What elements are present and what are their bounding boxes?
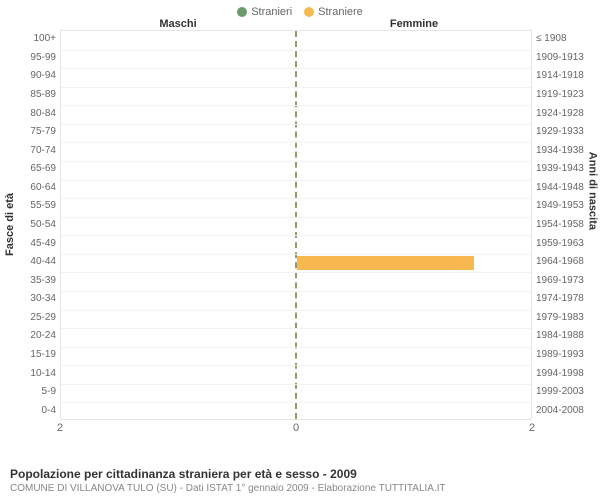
legend-label-male: Stranieri [251,6,292,18]
legend-label-female: Straniere [318,6,363,18]
footer-title: Popolazione per cittadinanza straniera p… [10,467,446,481]
birth-label: 1914-1918 [536,71,600,81]
column-headers: Maschi Femmine [0,18,600,30]
birth-label: 1909-1913 [536,53,600,63]
grid-row [61,217,531,218]
bar-female [297,256,474,270]
grid-row [61,198,531,199]
age-label: 55-59 [0,201,56,211]
age-label: 70-74 [0,146,56,156]
grid-row [61,180,531,181]
birth-label: 1979-1983 [536,313,600,323]
grid-row [61,87,531,88]
birth-label: ≤ 1908 [536,34,600,44]
grid-row [61,365,531,366]
age-label: 45-49 [0,239,56,249]
age-label: 20-24 [0,331,56,341]
grid-row [61,384,531,385]
header-male: Maschi [60,18,296,30]
age-label: 80-84 [0,109,56,119]
footer: Popolazione per cittadinanza straniera p… [10,467,446,494]
legend-item-male: Stranieri [237,6,292,18]
age-label: 30-34 [0,294,56,304]
grid-row [61,124,531,125]
age-label: 15-19 [0,350,56,360]
age-label: 50-54 [0,220,56,230]
x-tick-label: 2 [57,422,63,434]
legend-item-female: Straniere [304,6,363,18]
birth-label: 1929-1933 [536,127,600,137]
swatch-female [304,7,314,17]
footer-subtitle: COMUNE DI VILLANOVA TULO (SU) - Dati IST… [10,483,446,494]
swatch-male [237,7,247,17]
age-label: 25-29 [0,313,56,323]
grid-row [61,402,531,403]
age-label: 100+ [0,34,56,44]
center-divider [295,31,297,419]
birth-label: 1994-1998 [536,369,600,379]
age-label: 95-99 [0,53,56,63]
age-label: 5-9 [0,387,56,397]
age-label: 85-89 [0,90,56,100]
grid-row [61,272,531,273]
grid-row [61,68,531,69]
grid-row [61,142,531,143]
birth-label: 1934-1938 [536,146,600,156]
birth-label: 1974-1978 [536,294,600,304]
birth-label: 1984-1988 [536,331,600,341]
birth-label: 1969-1973 [536,276,600,286]
age-label: 0-4 [0,406,56,416]
grid-row [61,328,531,329]
legend: Stranieri Straniere [0,0,600,18]
birth-label: 1989-1993 [536,350,600,360]
grid-row [61,291,531,292]
age-label: 90-94 [0,71,56,81]
grid-row [61,161,531,162]
birth-label: 1959-1963 [536,239,600,249]
birth-label: 1949-1953 [536,201,600,211]
age-label: 60-64 [0,183,56,193]
grid-row [61,310,531,311]
pyramid-chart [60,30,532,420]
birth-label: 2004-2008 [536,406,600,416]
birth-label: 1919-1923 [536,90,600,100]
birth-label: 1999-2003 [536,387,600,397]
birth-label: 1939-1943 [536,164,600,174]
grid-row [61,50,531,51]
age-label: 40-44 [0,257,56,267]
age-label: 10-14 [0,369,56,379]
birth-label: 1944-1948 [536,183,600,193]
x-tick-label: 0 [293,422,299,434]
grid-row [61,254,531,255]
birth-label: 1954-1958 [536,220,600,230]
age-label: 65-69 [0,164,56,174]
grid-row [61,347,531,348]
age-label: 75-79 [0,127,56,137]
grid-row [61,105,531,106]
x-tick-label: 2 [529,422,535,434]
header-female: Femmine [296,18,532,30]
age-label: 35-39 [0,276,56,286]
grid-row [61,235,531,236]
birth-label: 1964-1968 [536,257,600,267]
birth-label: 1924-1928 [536,109,600,119]
